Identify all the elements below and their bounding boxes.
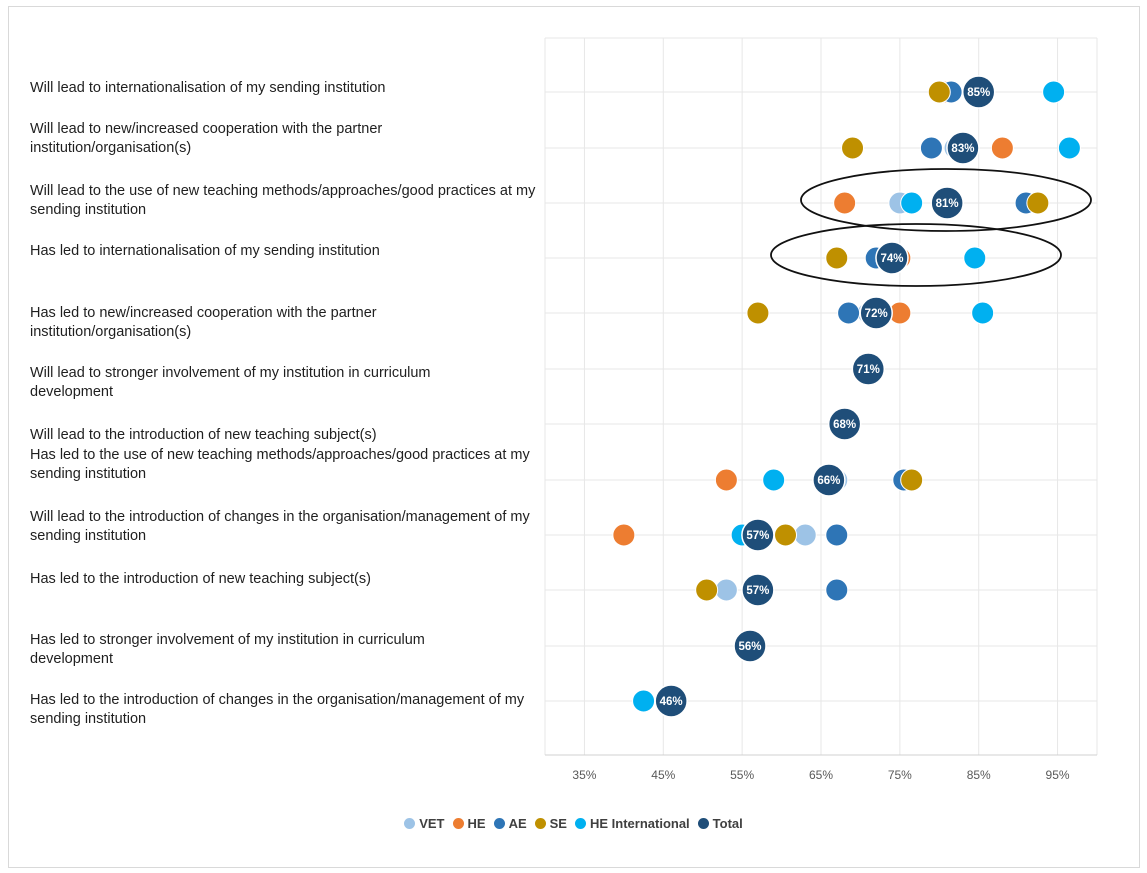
point-se xyxy=(841,136,865,160)
point-total xyxy=(741,573,775,607)
point-he-international xyxy=(900,191,924,215)
legend-label: HE International xyxy=(589,816,690,831)
point-se xyxy=(900,468,924,492)
point-total xyxy=(961,75,996,109)
x-tick-label: 75% xyxy=(888,768,912,782)
point-total xyxy=(859,296,893,330)
highlight-ellipse xyxy=(800,168,1092,232)
point-vet xyxy=(714,578,738,602)
point-total xyxy=(851,352,886,386)
legend-label: SE xyxy=(549,816,567,831)
data-label-total: 83% xyxy=(951,143,974,155)
point-ae xyxy=(837,301,861,325)
point-ae xyxy=(825,523,849,547)
point-total xyxy=(930,186,964,220)
point-se xyxy=(927,80,951,104)
data-label-total: 74% xyxy=(880,253,903,265)
data-label-total: 57% xyxy=(746,530,769,542)
x-tick-label: 45% xyxy=(651,768,675,782)
legend-label: HE xyxy=(467,816,486,831)
point-he xyxy=(990,136,1014,160)
point-he-international xyxy=(1057,136,1081,160)
point-ae xyxy=(825,578,849,602)
legend-marker-icon xyxy=(697,818,709,829)
point-total xyxy=(733,629,767,663)
point-total xyxy=(827,407,862,441)
point-vet xyxy=(793,523,817,547)
legend-marker-icon xyxy=(452,818,464,829)
category-label: Has led to new/increased cooperation wit… xyxy=(30,305,377,340)
data-label-total: 56% xyxy=(739,641,762,653)
point-ae xyxy=(919,136,943,160)
legend-marker-icon xyxy=(534,818,546,829)
point-he xyxy=(714,468,738,492)
category-label: Has led to internationalisation of my se… xyxy=(30,243,380,259)
category-label: Has led to the introduction of new teach… xyxy=(30,571,371,587)
x-tick-label: 65% xyxy=(809,768,833,782)
legend-item: SE xyxy=(534,816,567,831)
legend-label: Total xyxy=(712,816,743,831)
point-total xyxy=(946,131,980,165)
legend-marker-icon xyxy=(493,818,505,829)
legend-item: HE xyxy=(452,816,486,831)
point-total xyxy=(741,518,775,552)
legend-marker-icon xyxy=(574,818,586,829)
legend-item: AE xyxy=(493,816,527,831)
point-total xyxy=(812,463,846,497)
point-se xyxy=(825,246,849,270)
legend: VET HE AE SE HE International Total xyxy=(0,816,1147,832)
point-he-international xyxy=(632,689,656,713)
category-label: Will lead to the use of new teaching met… xyxy=(30,183,536,218)
category-label: Has led to the introduction of changes i… xyxy=(30,692,525,727)
legend-item: Total xyxy=(697,816,743,831)
data-label-total: 85% xyxy=(967,87,990,99)
legend-label: VET xyxy=(419,816,445,831)
x-tick-label: 85% xyxy=(967,768,991,782)
category-label: Will lead to stronger involvement of my … xyxy=(30,365,431,400)
x-tick-label: 35% xyxy=(572,768,596,782)
legend-label: AE xyxy=(508,816,527,831)
x-tick-label: 55% xyxy=(730,768,754,782)
x-tick-label: 95% xyxy=(1046,768,1070,782)
point-he xyxy=(612,523,636,547)
category-label: Has led to stronger involvement of my in… xyxy=(30,632,425,667)
point-he-international xyxy=(971,301,995,325)
point-se xyxy=(774,523,798,547)
legend-item: VET xyxy=(404,816,445,831)
point-total xyxy=(875,241,909,275)
data-label-total: 71% xyxy=(857,364,880,376)
point-se xyxy=(746,301,770,325)
point-total xyxy=(654,684,688,718)
point-he xyxy=(833,191,857,215)
legend-marker-icon xyxy=(404,818,416,829)
data-label-total: 68% xyxy=(833,419,856,431)
data-label-total: 72% xyxy=(865,308,888,320)
category-label: Will lead to the introduction of new tea… xyxy=(30,427,377,443)
highlight-ellipse xyxy=(770,223,1062,287)
data-label-total: 81% xyxy=(936,198,959,210)
category-label: Will lead to internationalisation of my … xyxy=(30,80,386,96)
data-label-total: 57% xyxy=(746,585,769,597)
point-he-international xyxy=(963,246,987,270)
point-he-international xyxy=(762,468,786,492)
category-label: Will lead to new/increased cooperation w… xyxy=(30,121,383,156)
data-label-total: 66% xyxy=(817,475,840,487)
category-label: Has led to the use of new teaching metho… xyxy=(30,447,530,482)
data-label-total: 46% xyxy=(660,696,683,708)
point-se xyxy=(695,578,719,602)
legend-item: HE International xyxy=(574,816,690,831)
category-label: Will lead to the introduction of changes… xyxy=(30,509,530,544)
point-he-international xyxy=(1042,80,1066,104)
point-se xyxy=(1026,191,1050,215)
